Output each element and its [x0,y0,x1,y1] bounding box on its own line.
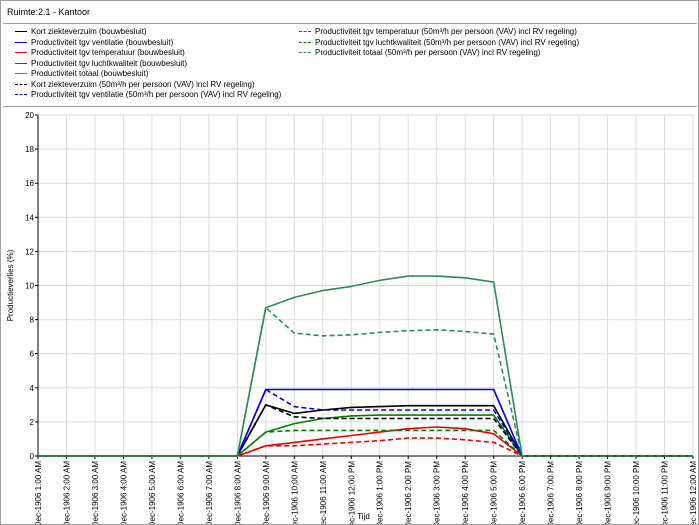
legend-label: Productiviteit tgv ventilatie (bouwbeslu… [31,37,174,47]
line-chart: 0 2 4 6 8 10 12 14 16 18 20 5-Dec-1906 1:00 AM 5-Dec… [6,111,698,524]
y-tick-label: 8 [30,316,35,325]
legend-swatch [15,31,27,32]
x-tick-label: 5-Dec-1906 1:00 PM [376,461,385,524]
y-tick-label: 0 [30,452,35,461]
x-tick-label: 5-Dec-1906 12:00 PM [347,461,356,524]
y-tick-label: 16 [25,179,34,188]
legend-label: Kort ziekteverzuim (50m³/h per persoon (… [31,79,255,89]
legend: Kort ziekteverzuim (bouwbesluit) Producti… [3,23,697,107]
legend-label: Productiviteit tgv ventilatie (50m³/h pe… [31,90,282,99]
y-tick-label: 14 [25,213,34,222]
legend-swatch [299,31,311,32]
x-tick-label: 5-Dec-1906 12:00 AM [689,461,698,524]
x-tick-label: 5-Dec-1906 3:00 AM [91,461,100,524]
y-tick-label: 4 [30,384,35,393]
x-axis-title: Tijd [357,512,370,521]
y-tick-label: 6 [30,350,35,359]
legend-swatch [15,62,27,64]
x-tick-label: 5-Dec-1906 10:00 AM [290,461,299,524]
x-tick-label: 5-Dec-1906 1:00 AM [34,461,43,524]
x-tick-label: 5-Dec-1906 4:00 AM [119,461,128,524]
x-tick-label: 5-Dec-1906 7:00 AM [205,461,214,524]
x-tick-label: 5-Dec-1906 4:00 PM [461,461,470,524]
legend-swatch [299,52,311,53]
y-tick-label: 12 [25,247,34,256]
legend-label: Productiviteit tgv luchtkwaliteit (bouwb… [31,58,188,68]
x-tick-label: 5-Dec-1906 11:00 PM [661,461,670,524]
x-tick-label: 5-Dec-1906 8:00 PM [575,461,584,524]
x-tick-label: 5-Dec-1906 6:00 PM [518,461,527,524]
x-tick-label: 5-Dec-1906 5:00 PM [490,461,499,524]
legend-swatch [15,73,27,74]
x-tick-label: 5-Dec-1906 11:00 AM [319,461,328,524]
x-tick-label: 5-Dec-1906 10:00 PM [632,461,641,524]
legend-label: Kort ziekteverzuim (bouwbesluit) [31,27,147,36]
x-tick-label: 5-Dec-1906 3:00 PM [433,461,442,524]
window-title: Ruimte:2.1 - Kantoor [7,7,91,17]
legend-swatch [15,94,27,95]
x-tick-label: 5-Dec-1906 7:00 PM [547,461,556,524]
legend-label: Productiviteit tgv temperatuur (50m³/h p… [315,27,577,36]
legend-swatch [15,41,27,43]
legend-label: Productiviteit tgv temperatuur (bouwbesl… [31,48,185,57]
legend-label: Productiviteit totaal (50m³/h per persoo… [315,48,541,57]
y-tick-label: 2 [30,418,35,427]
legend-swatch [15,52,27,53]
x-tick-label: 5-Dec-1906 5:00 AM [148,461,157,524]
series-line-10 [38,306,693,457]
x-tick-label: 5-Dec-1906 6:00 AM [176,461,185,524]
series-line-8 [38,437,693,457]
legend-label: Productiviteit tgv luchtkwaliteit (50m³/… [315,37,580,47]
legend-swatch [299,41,311,43]
x-tick-label: 5-Dec-1906 9:00 AM [262,461,271,524]
y-axis-title: Productieverlies (%) [6,249,15,321]
x-tick-label: 5-Dec-1906 2:00 AM [62,461,71,524]
legend-label: Productiviteit totaal (bouwbesluit) [31,69,149,78]
x-tick-label: 5-Dec-1906 8:00 AM [233,461,242,524]
x-tick-label: 5-Dec-1906 9:00 PM [604,461,613,524]
y-tick-label: 18 [25,145,34,154]
y-tick-label: 10 [25,282,34,291]
y-tick-label: 20 [25,111,34,120]
legend-swatch [15,83,27,85]
series-line-9 [38,429,693,457]
x-tick-label: 5-Dec-1906 2:00 PM [404,461,413,524]
